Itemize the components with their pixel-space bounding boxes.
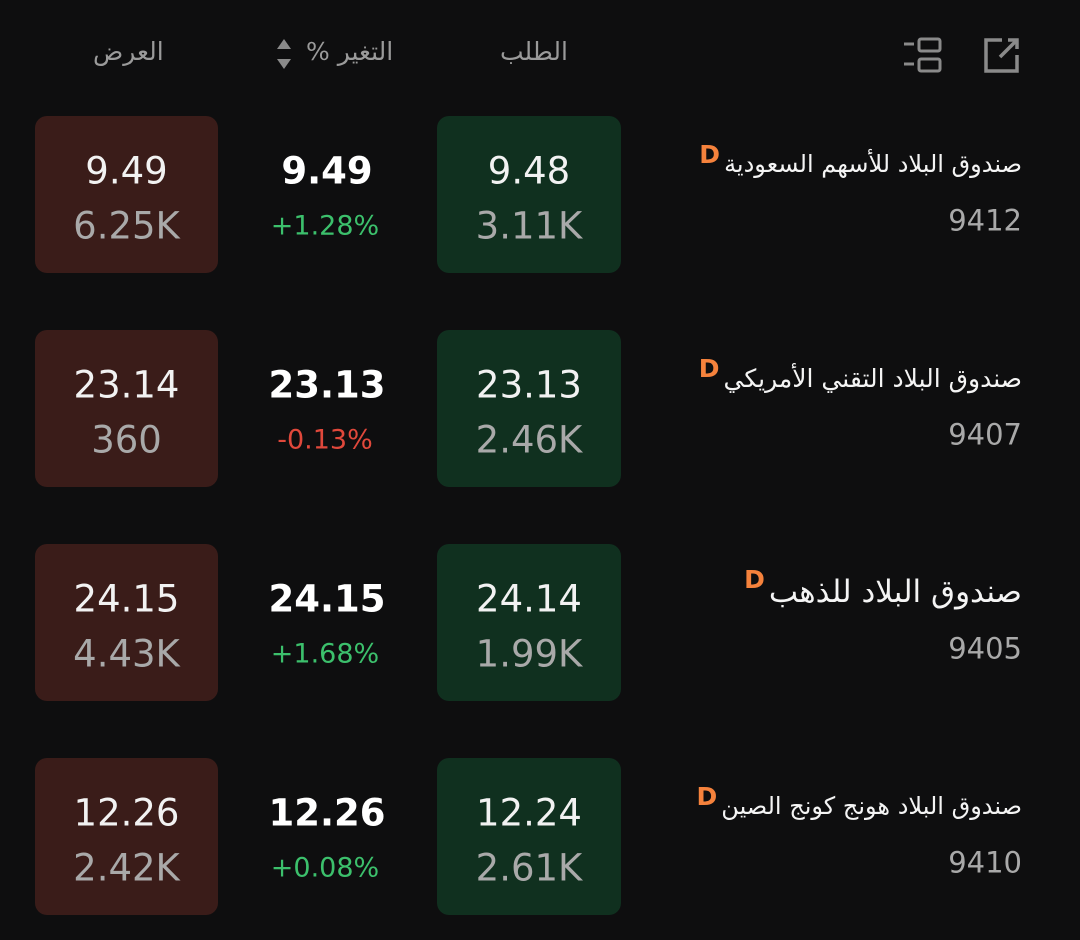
ask-box: 12.26 2.42K (35, 758, 218, 915)
change-percent: +0.08% (270, 852, 380, 884)
name-group: D صندوق البلاد هونج كونج الصين (697, 782, 1022, 820)
quote-row[interactable]: 9.49 6.25K 9.49 +1.28% 9.48 3.11K D صندوق البلا… (0, 116, 1080, 273)
ask-price: 24.15 (73, 577, 180, 621)
bid-qty: 1.99K (475, 632, 583, 676)
edit-icon[interactable] (982, 36, 1022, 76)
fund-code: 9407 (948, 417, 1022, 452)
bid-box: 24.14 1.99K (437, 544, 621, 701)
bid-qty: 3.11K (475, 204, 583, 248)
last-price: 23.13 (268, 363, 386, 407)
ask-price: 9.49 (85, 149, 168, 193)
last-price: 24.15 (268, 577, 386, 621)
name-group: D صندوق البلاد التقني الأمريكي (699, 354, 1023, 393)
ask-qty: 6.25K (73, 204, 180, 248)
last-price: 12.26 (268, 791, 386, 835)
ask-qty: 360 (91, 418, 162, 462)
last-price: 9.49 (281, 149, 373, 193)
header-bid[interactable]: الطلب (500, 37, 568, 66)
badge: D (696, 782, 718, 811)
sort-icon[interactable] (274, 36, 294, 72)
fund-code: 9405 (948, 631, 1022, 666)
fund-name: صندوق البلاد للأسهم السعودية (724, 150, 1022, 178)
ask-qty: 2.42K (73, 846, 180, 890)
fund-code: 9412 (948, 203, 1022, 238)
fund-code: 9410 (948, 845, 1022, 880)
bid-qty: 2.46K (475, 418, 583, 462)
change-percent: -0.13% (277, 424, 373, 456)
ask-box: 24.15 4.43K (35, 544, 218, 701)
layout-icon[interactable] (900, 36, 944, 76)
bid-price: 23.13 (476, 363, 582, 407)
bid-box: 12.24 2.61K (437, 758, 621, 915)
badge: D (699, 140, 721, 169)
badge: D (698, 353, 720, 383)
fund-name: صندوق البلاد التقني الأمريكي (723, 363, 1023, 393)
fund-name: صندوق البلاد هونج كونج الصين (721, 792, 1022, 820)
ask-box: 23.14 360 (35, 330, 218, 487)
name-group: D صندوق البلاد للذهب (744, 565, 1022, 610)
ask-box: 9.49 6.25K (35, 116, 218, 273)
quote-row[interactable]: 24.15 4.43K 24.15 +1.68% 24.14 1.99K D صندوق ال… (0, 544, 1080, 701)
bid-box: 9.48 3.11K (437, 116, 621, 273)
bid-price: 9.48 (487, 149, 571, 193)
ask-price: 23.14 (73, 363, 180, 407)
quote-row[interactable]: 12.26 2.42K 12.26 +0.08% 12.24 2.61K D صندوق ال… (0, 758, 1080, 915)
bid-box: 23.13 2.46K (437, 330, 621, 487)
header-ask[interactable]: العرض (93, 37, 164, 66)
bid-qty: 2.61K (475, 846, 583, 890)
change-percent: +1.68% (270, 638, 380, 670)
name-group: D صندوق البلاد للأسهم السعودية (699, 140, 1022, 178)
change-percent: +1.28% (270, 210, 380, 242)
ask-price: 12.26 (73, 791, 180, 835)
ask-qty: 4.43K (73, 632, 180, 676)
header-change[interactable]: التغير % (306, 37, 394, 66)
fund-name: صندوق البلاد للذهب (768, 573, 1022, 610)
bid-price: 12.24 (476, 791, 582, 835)
quote-row[interactable]: 23.14 360 23.13 -0.13% 23.13 2.46K D صندوق البل… (0, 330, 1080, 487)
badge: D (744, 564, 765, 594)
bid-price: 24.14 (476, 577, 582, 621)
